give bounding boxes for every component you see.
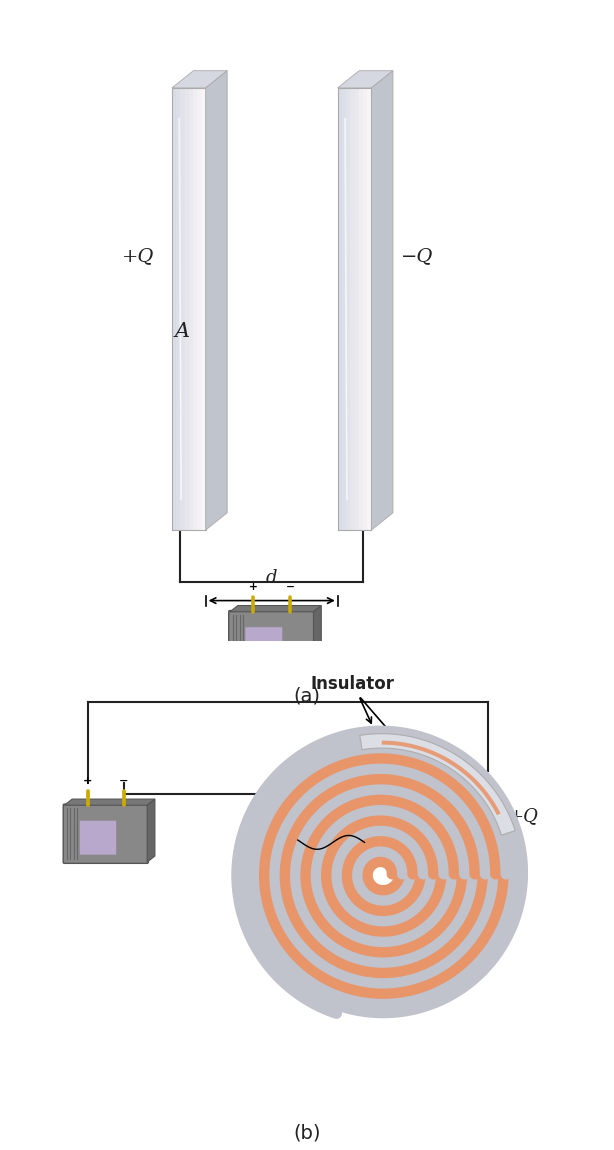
Polygon shape bbox=[189, 87, 193, 530]
Text: Insulator: Insulator bbox=[311, 675, 395, 693]
FancyBboxPatch shape bbox=[79, 820, 117, 856]
Polygon shape bbox=[346, 87, 351, 530]
Polygon shape bbox=[172, 87, 176, 530]
Polygon shape bbox=[185, 87, 189, 530]
Polygon shape bbox=[360, 734, 515, 835]
Polygon shape bbox=[193, 87, 197, 530]
Polygon shape bbox=[351, 87, 355, 530]
Polygon shape bbox=[230, 606, 321, 612]
Text: −: − bbox=[119, 775, 128, 785]
Text: A: A bbox=[174, 322, 190, 340]
FancyBboxPatch shape bbox=[229, 611, 315, 670]
Text: −Q: −Q bbox=[402, 247, 433, 264]
Polygon shape bbox=[338, 70, 393, 87]
FancyBboxPatch shape bbox=[63, 804, 149, 864]
Polygon shape bbox=[355, 87, 359, 530]
Text: −: − bbox=[286, 582, 294, 592]
Text: +Q: +Q bbox=[122, 247, 154, 264]
Polygon shape bbox=[363, 87, 367, 530]
Polygon shape bbox=[371, 70, 393, 530]
FancyBboxPatch shape bbox=[245, 627, 283, 662]
Polygon shape bbox=[197, 87, 201, 530]
Text: +: + bbox=[249, 582, 258, 592]
Text: +: + bbox=[83, 775, 92, 785]
Polygon shape bbox=[338, 87, 342, 530]
Polygon shape bbox=[147, 799, 155, 862]
Polygon shape bbox=[206, 70, 227, 530]
Polygon shape bbox=[64, 799, 155, 805]
Text: (b): (b) bbox=[293, 1124, 321, 1142]
Polygon shape bbox=[342, 87, 346, 530]
Text: (a): (a) bbox=[293, 687, 321, 705]
Polygon shape bbox=[181, 87, 185, 530]
Polygon shape bbox=[382, 741, 500, 815]
Polygon shape bbox=[367, 87, 371, 530]
Polygon shape bbox=[172, 70, 227, 87]
Text: +Q: +Q bbox=[508, 807, 538, 826]
Text: d: d bbox=[266, 569, 278, 588]
Polygon shape bbox=[176, 87, 181, 530]
Polygon shape bbox=[359, 87, 363, 530]
Polygon shape bbox=[201, 87, 206, 530]
Polygon shape bbox=[314, 606, 321, 669]
Text: −Q: −Q bbox=[238, 834, 268, 851]
